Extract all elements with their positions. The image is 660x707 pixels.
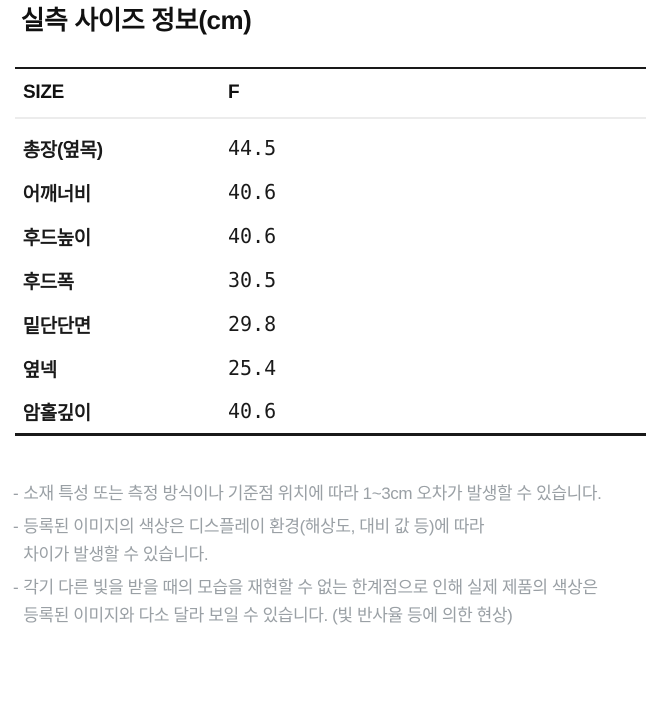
row-value: 40.6 bbox=[228, 224, 277, 248]
column-header-size: SIZE bbox=[15, 68, 228, 119]
size-info-page: 실측 사이즈 정보(cm) SIZE F 총장(옆목) 44.5 어깨너비 40… bbox=[0, 4, 660, 707]
column-header-f: F bbox=[228, 68, 646, 119]
note-dash: - bbox=[13, 516, 19, 536]
note-display-color: - 등록된 이미지의 색상은 디스플레이 환경(해상도, 대비 값 등)에 따라… bbox=[13, 513, 640, 569]
note-measurement-tolerance: - 소재 특성 또는 측정 방식이나 기준점 위치에 따라 1~3cm 오차가 … bbox=[13, 480, 640, 508]
table-row: 옆넥 25.4 bbox=[15, 346, 646, 390]
disclaimer-notes: - 소재 특성 또는 측정 방식이나 기준점 위치에 따라 1~3cm 오차가 … bbox=[13, 480, 640, 630]
page-title: 실측 사이즈 정보(cm) bbox=[21, 5, 252, 35]
row-value: 40.6 bbox=[228, 180, 277, 204]
row-label: 후드폭 bbox=[23, 271, 74, 293]
table-row: 암홀깊이 40.6 bbox=[15, 390, 646, 434]
note-line: 소재 특성 또는 측정 방식이나 기준점 위치에 따라 1~3cm 오차가 발생… bbox=[23, 483, 602, 503]
row-value: 25.4 bbox=[228, 356, 277, 380]
size-table: SIZE F 총장(옆목) 44.5 어깨너비 40.6 후드높이 40.6 후… bbox=[15, 67, 646, 436]
table-row: 밑단단면 29.8 bbox=[15, 302, 646, 346]
row-value: 44.5 bbox=[228, 136, 277, 160]
note-line: 각기 다른 빛을 받을 때의 모습을 재현할 수 없는 한계점으로 인해 실제 … bbox=[23, 577, 598, 597]
note-lighting-color: - 각기 다른 빛을 받을 때의 모습을 재현할 수 없는 한계점으로 인해 실… bbox=[13, 574, 640, 630]
table-row: 후드폭 30.5 bbox=[15, 258, 646, 302]
row-label: 밑단단면 bbox=[23, 315, 91, 337]
row-label: 어깨너비 bbox=[23, 183, 91, 205]
note-dash: - bbox=[13, 483, 19, 503]
note-line: 등록된 이미지의 색상은 디스플레이 환경(해상도, 대비 값 등)에 따라 bbox=[23, 516, 485, 536]
note-dash: - bbox=[13, 577, 19, 597]
row-label: 암홀깊이 bbox=[23, 402, 91, 424]
row-label: 옆넥 bbox=[23, 359, 57, 381]
row-value: 29.8 bbox=[228, 312, 277, 336]
table-row: 어깨너비 40.6 bbox=[15, 170, 646, 214]
row-label: 총장(옆목) bbox=[23, 139, 103, 161]
row-value: 30.5 bbox=[228, 268, 277, 292]
row-value: 40.6 bbox=[228, 399, 277, 424]
table-row: 후드높이 40.6 bbox=[15, 214, 646, 258]
row-label: 후드높이 bbox=[23, 227, 91, 249]
table-row: 총장(옆목) 44.5 bbox=[15, 126, 646, 170]
note-line: 등록된 이미지와 다소 달라 보일 수 있습니다. (빛 반사율 등에 의한 현… bbox=[23, 605, 513, 625]
size-table-header-row: SIZE F bbox=[15, 68, 646, 119]
note-line: 차이가 발생할 수 있습니다. bbox=[23, 544, 209, 564]
